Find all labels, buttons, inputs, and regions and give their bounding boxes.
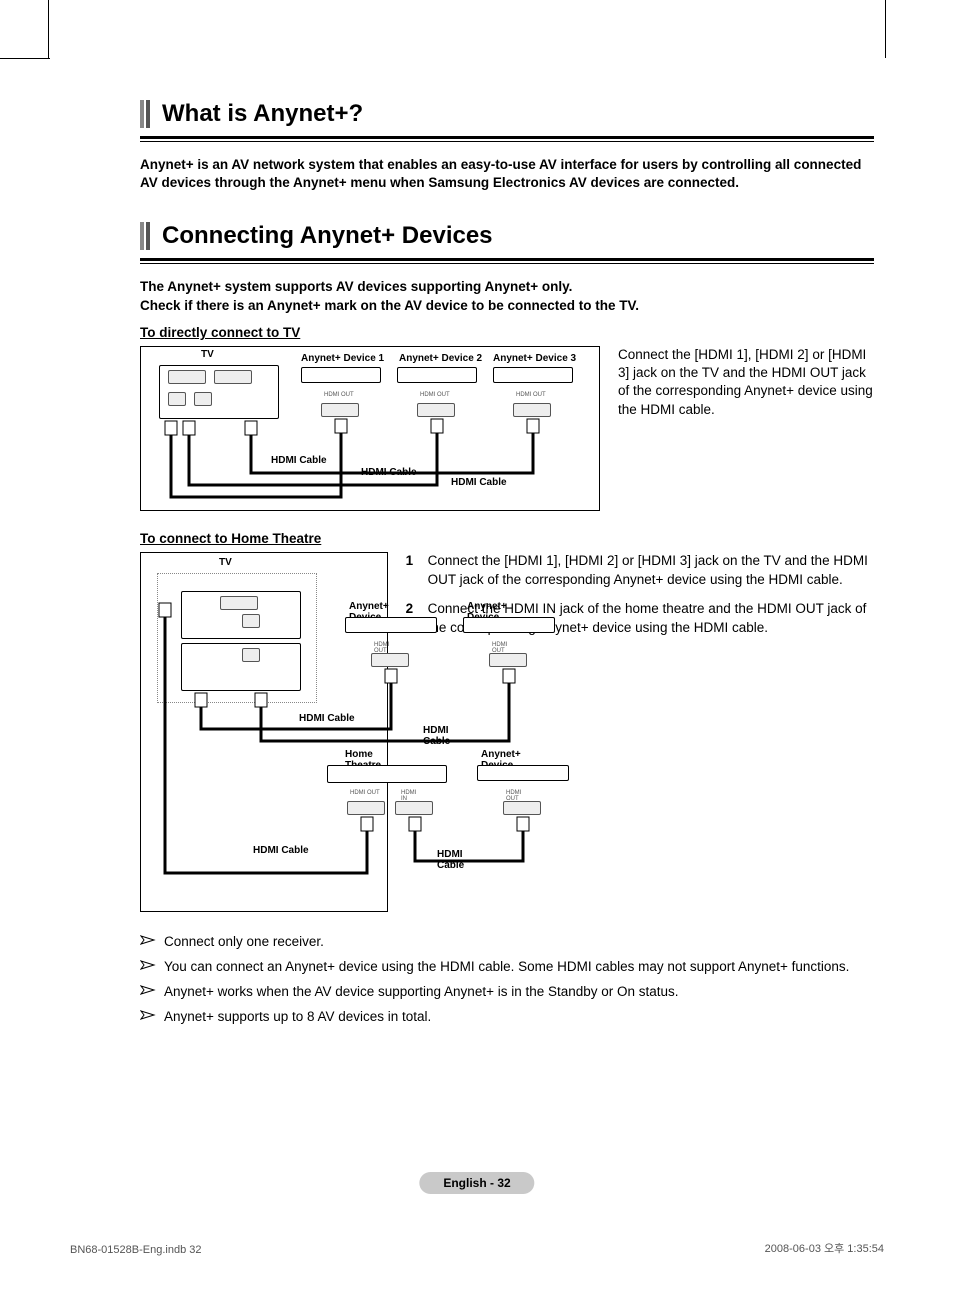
note-arrow-icon	[140, 959, 156, 971]
title-bars-icon	[140, 222, 152, 250]
section1-divider	[140, 136, 874, 142]
intro-line1: The Anynet+ system supports AV devices s…	[140, 279, 572, 294]
note-text: Anynet+ supports up to 8 AV devices in t…	[164, 1007, 431, 1028]
footer-badge: English - 32	[419, 1172, 534, 1194]
cable-label: HDMI Cable	[253, 845, 309, 856]
section2-title-row: Connecting Anynet+ Devices	[140, 222, 874, 250]
note-text: Anynet+ works when the AV device support…	[164, 982, 679, 1003]
section2-divider	[140, 258, 874, 264]
cable-lines-icon	[141, 347, 601, 512]
cable-label: HDMI Cable	[271, 455, 327, 466]
note-arrow-icon	[140, 934, 156, 946]
diagram-direct-tv: TV Anynet+ Device 1 Anynet+ Device 2 Any…	[140, 346, 600, 511]
notes-list: Connect only one receiver. You can conne…	[140, 932, 874, 1028]
footer-right: 2008-06-03 오후 1:35:54	[765, 1240, 884, 1256]
section2-title: Connecting Anynet+ Devices	[162, 222, 493, 250]
note-text: Connect only one receiver.	[164, 932, 324, 953]
cable-label: HDMI Cable	[451, 477, 507, 488]
section2-intro: The Anynet+ system supports AV devices s…	[140, 278, 874, 314]
footer-left: BN68-01528B-Eng.indb 32	[70, 1244, 201, 1256]
subA-sidetext: Connect the [HDMI 1], [HDMI 2] or [HDMI …	[618, 346, 874, 419]
subA-row: TV Anynet+ Device 1 Anynet+ Device 2 Any…	[140, 346, 874, 511]
note-arrow-icon	[140, 984, 156, 996]
note-text: You can connect an Anynet+ device using …	[164, 957, 849, 978]
note-item: Connect only one receiver.	[140, 932, 874, 953]
note-arrow-icon	[140, 1009, 156, 1021]
subA-heading: To directly connect to TV	[140, 325, 874, 340]
cable-label: HDMI Cable	[361, 467, 417, 478]
section1-paragraph: Anynet+ is an AV network system that ena…	[140, 156, 874, 192]
subB-heading: To connect to Home Theatre	[140, 531, 874, 546]
page-content: What is Anynet+? Anynet+ is an AV networ…	[140, 100, 874, 1032]
cable-label: HDMI Cable	[423, 725, 450, 747]
note-item: You can connect an Anynet+ device using …	[140, 957, 874, 978]
section1-title-row: What is Anynet+?	[140, 100, 874, 128]
note-item: Anynet+ works when the AV device support…	[140, 982, 874, 1003]
cable-lines-icon	[141, 553, 591, 913]
section1-title: What is Anynet+?	[162, 100, 363, 128]
cable-label: HDMI Cable	[437, 849, 464, 871]
diagram-home-theatre: TV Anynet+ Device 1 Anynet+ Device 2 HDM…	[140, 552, 388, 912]
title-bars-icon	[140, 100, 152, 128]
intro-line2: Check if there is an Anynet+ mark on the…	[140, 298, 639, 313]
cable-label: HDMI Cable	[299, 713, 355, 724]
subB-row: TV Anynet+ Device 1 Anynet+ Device 2 HDM…	[140, 552, 874, 912]
note-item: Anynet+ supports up to 8 AV devices in t…	[140, 1007, 874, 1028]
